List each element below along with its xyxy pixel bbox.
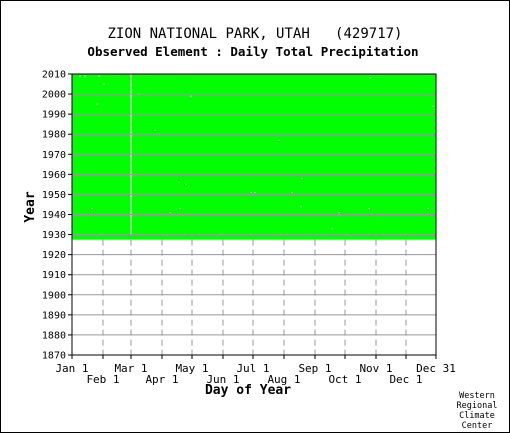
x-tick-label: Jun 1 bbox=[206, 373, 239, 386]
y-tick-label: 1890 bbox=[42, 310, 66, 321]
grid-lines bbox=[72, 93, 436, 355]
y-tick-label: 1980 bbox=[42, 130, 66, 141]
missing-day-mark bbox=[338, 211, 340, 214]
x-tick-label: Dec 1 bbox=[389, 373, 422, 386]
missing-day-mark bbox=[84, 75, 86, 77]
y-axis-tick-labels: 1870 1880 1890 1900 1910 1920 1930 1940 1950 1960… bbox=[42, 70, 66, 362]
x-tick-label: Jan 1 bbox=[55, 362, 88, 375]
missing-day-mark bbox=[79, 75, 81, 77]
y-tick-label: 1960 bbox=[42, 170, 66, 181]
missing-day-mark bbox=[190, 95, 192, 97]
missing-day-mark bbox=[91, 207, 93, 210]
missing-day-mark bbox=[179, 207, 181, 210]
y-tick-label: 1910 bbox=[42, 270, 66, 281]
x-tick-label: Oct 1 bbox=[328, 373, 361, 386]
x-tick-label: Aug 1 bbox=[267, 373, 300, 386]
missing-day-mark bbox=[300, 205, 302, 208]
credit-line: Western bbox=[459, 391, 495, 401]
y-tick-label: 1950 bbox=[42, 190, 66, 201]
axes bbox=[68, 73, 437, 359]
x-axis-label: Day of Year bbox=[205, 383, 291, 398]
missing-day-mark bbox=[301, 177, 303, 180]
missing-day-mark bbox=[254, 191, 256, 194]
missing-day-mark bbox=[427, 207, 429, 210]
x-tick-label: May 1 bbox=[175, 362, 208, 375]
coverage-bar bbox=[72, 74, 436, 240]
missing-day-mark bbox=[154, 129, 156, 131]
x-tick-label: Feb 1 bbox=[86, 373, 119, 386]
missing-day-mark bbox=[98, 75, 100, 77]
missing-day-mark bbox=[169, 211, 171, 214]
missing-day-mark bbox=[368, 207, 370, 210]
y-tick-label: 2010 bbox=[42, 70, 66, 81]
y-tick-label: 1880 bbox=[42, 330, 66, 341]
y-axis-label: Year bbox=[23, 191, 38, 222]
missing-day-mark bbox=[250, 191, 252, 194]
missing-day-mark bbox=[96, 103, 98, 105]
x-tick-label: Mar 1 bbox=[114, 362, 147, 375]
credit-line: Regional bbox=[457, 401, 498, 411]
y-tick-label: 1870 bbox=[42, 351, 66, 362]
y-tick-label: 1970 bbox=[42, 150, 66, 161]
missing-day-mark bbox=[369, 77, 371, 79]
missing-day-mark bbox=[103, 83, 105, 85]
missing-day-mark bbox=[278, 139, 280, 141]
x-tick-label: Sep 1 bbox=[298, 362, 331, 375]
y-tick-label: 1900 bbox=[42, 290, 66, 301]
x-tick-label: Jul 1 bbox=[236, 362, 269, 375]
x-tick-label: Dec 31 bbox=[416, 362, 456, 375]
missing-day-mark bbox=[331, 228, 333, 230]
x-tick-label: Nov 1 bbox=[359, 362, 392, 375]
chart-title: ZION NATIONAL PARK, UTAH (429717) bbox=[107, 26, 402, 42]
y-tick-label: 1920 bbox=[42, 250, 66, 261]
y-tick-label: 1990 bbox=[42, 110, 66, 121]
missing-day-mark bbox=[432, 105, 434, 107]
missing-day-mark bbox=[185, 183, 187, 186]
missing-day-mark bbox=[291, 191, 293, 194]
credit-line: Climate bbox=[459, 411, 495, 421]
data-coverage-region bbox=[72, 74, 436, 240]
missing-day-mark bbox=[178, 181, 180, 184]
chart-subtitle: Observed Element : Daily Total Precipita… bbox=[87, 44, 418, 59]
y-tick-label: 1930 bbox=[42, 230, 66, 241]
x-tick-label: Apr 1 bbox=[145, 373, 178, 386]
y-tick-label: 1940 bbox=[42, 210, 66, 221]
credit-line: Center bbox=[462, 421, 493, 431]
y-tick-label: 2000 bbox=[42, 90, 66, 101]
